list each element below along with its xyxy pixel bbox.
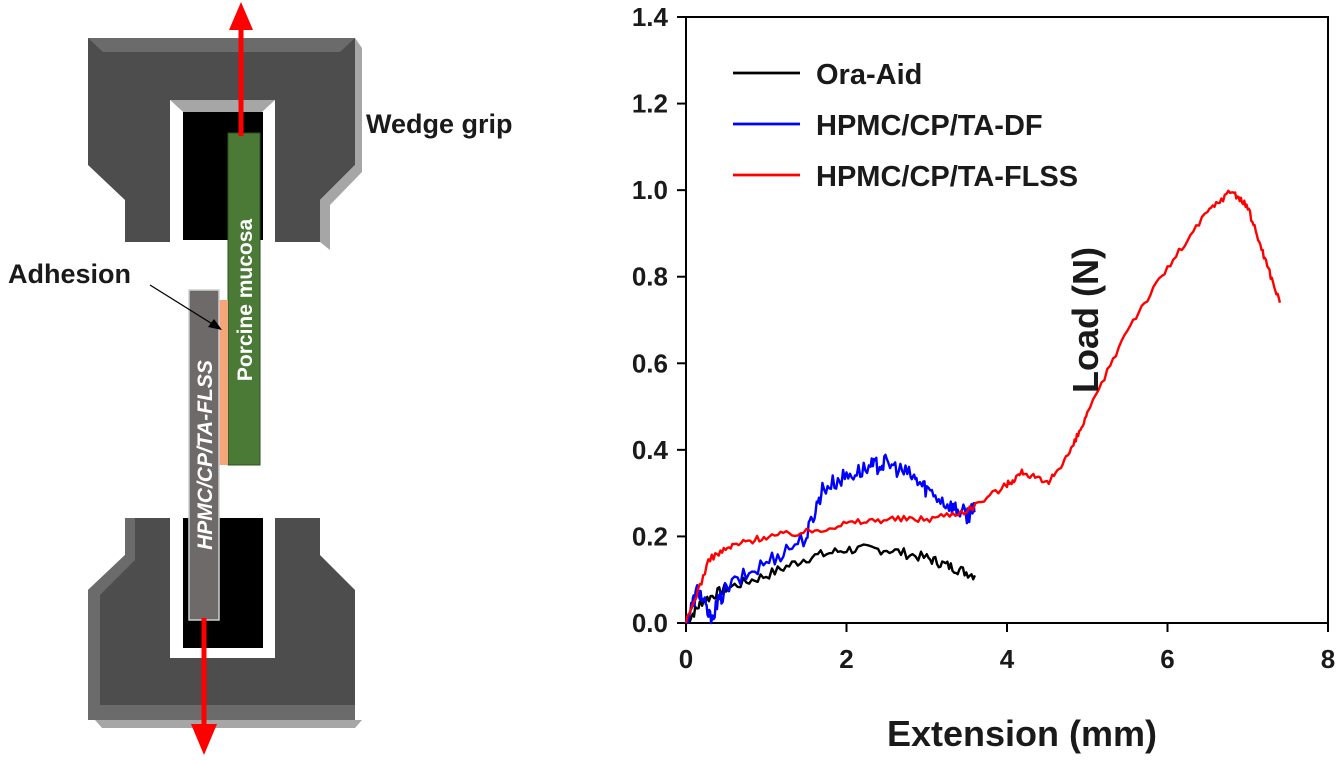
x-axis-title: Extension (mm) <box>887 713 1157 754</box>
y-tick-label: 1.4 <box>632 2 669 32</box>
wedge-grip-label: Wedge grip <box>366 109 513 139</box>
x-tick-label: 4 <box>1000 644 1015 674</box>
bottom-wedge-grip <box>88 518 362 728</box>
x-tick-label: 8 <box>1321 644 1335 674</box>
y-tick-label: 0.8 <box>632 262 668 292</box>
y-tick-label: 0.4 <box>632 435 669 465</box>
y-axis-title: Load (N) <box>1065 247 1106 393</box>
y-tick-label: 0.0 <box>632 608 668 638</box>
film-label: HPMC/CP/TA-FLSS <box>194 360 217 550</box>
y-tick-label: 1.0 <box>632 175 668 205</box>
x-tick-label: 6 <box>1160 644 1174 674</box>
top-wedge-grip <box>88 38 362 250</box>
x-axis: 0 2 4 6 8 <box>679 623 1335 674</box>
y-tick-label: 0.6 <box>632 348 668 378</box>
x-tick-label: 2 <box>839 644 853 674</box>
tensile-test-schematic: Porcine mucosa HPMC/CP/TA-FLSS Wedge gri… <box>8 2 513 755</box>
series-line-0 <box>685 543 977 624</box>
legend: Ora-Aid HPMC/CP/TA-DF HPMC/CP/TA-FLSS <box>733 59 1078 193</box>
series-line-1 <box>684 453 976 625</box>
load-extension-chart: 0.0 0.2 0.4 0.6 0.8 1.0 1.2 1.4 0 2 4 6 8 Ora-Aid HP… <box>632 2 1335 754</box>
porcine-mucosa-label: Porcine mucosa <box>234 219 257 382</box>
y-tick-label: 0.2 <box>632 521 668 551</box>
legend-label-1: HPMC/CP/TA-DF <box>816 110 1043 142</box>
porcine-mucosa-strip <box>227 132 261 466</box>
x-tick-label: 0 <box>679 644 693 674</box>
y-tick-label: 1.2 <box>632 89 668 119</box>
pull-up-arrow <box>229 2 253 136</box>
y-axis: 0.0 0.2 0.4 0.6 0.8 1.0 1.2 1.4 <box>632 2 686 638</box>
series-line-2 <box>684 189 1282 624</box>
adhesion-layer <box>219 300 228 465</box>
pull-down-arrow <box>191 618 217 755</box>
adhesion-label: Adhesion <box>8 259 131 289</box>
series-layer <box>684 189 1282 625</box>
adhesion-pointer <box>149 284 222 330</box>
legend-label-2: HPMC/CP/TA-FLSS <box>816 161 1078 193</box>
legend-label-0: Ora-Aid <box>816 59 922 91</box>
